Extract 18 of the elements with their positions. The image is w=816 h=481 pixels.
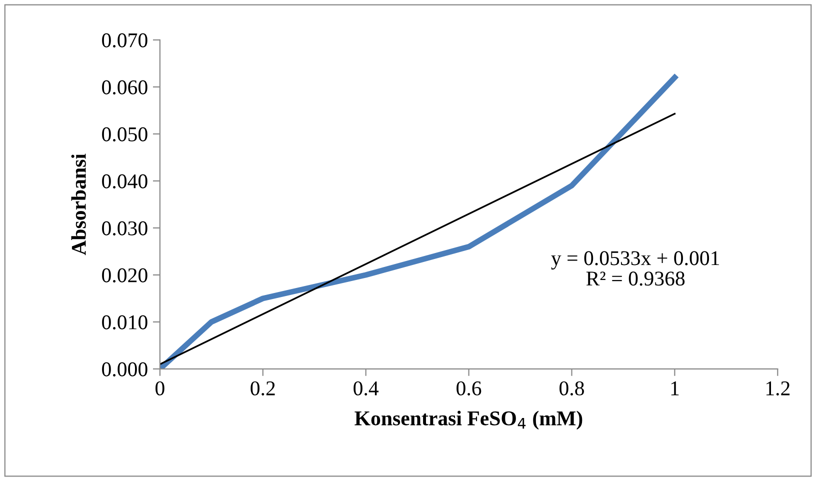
x-tick-label: 1.2 [766, 381, 790, 396]
annotation: y = 0.0533x + 0.001 R² = 0.9368 [551, 251, 719, 286]
x-tick-label: 1 [671, 381, 679, 396]
y-tick-label: 0.040 [102, 174, 148, 188]
x-tick-label: 0 [156, 381, 164, 396]
x-tick-label: 0.6 [456, 381, 482, 396]
y-tick-label: 0.050 [102, 127, 148, 142]
y-tick-label: 0.010 [102, 315, 148, 330]
x-tick-label: 0.4 [354, 381, 379, 396]
y-tick-label: 0.030 [102, 221, 148, 236]
y-tick-label: 0.000 [102, 362, 148, 376]
y-tick-label: 0.070 [102, 33, 148, 48]
x-tick-label: 0.2 [250, 381, 275, 396]
y-axis-title: Absorbansi [71, 154, 86, 256]
y-tick-label: 0.060 [102, 80, 148, 94]
x-axis-title: Konsentrasi FeSO$_{4}$ (mM) [354, 410, 582, 430]
x-tick-label: 0.8 [560, 381, 584, 396]
y-tick-label: 0.020 [102, 268, 148, 282]
